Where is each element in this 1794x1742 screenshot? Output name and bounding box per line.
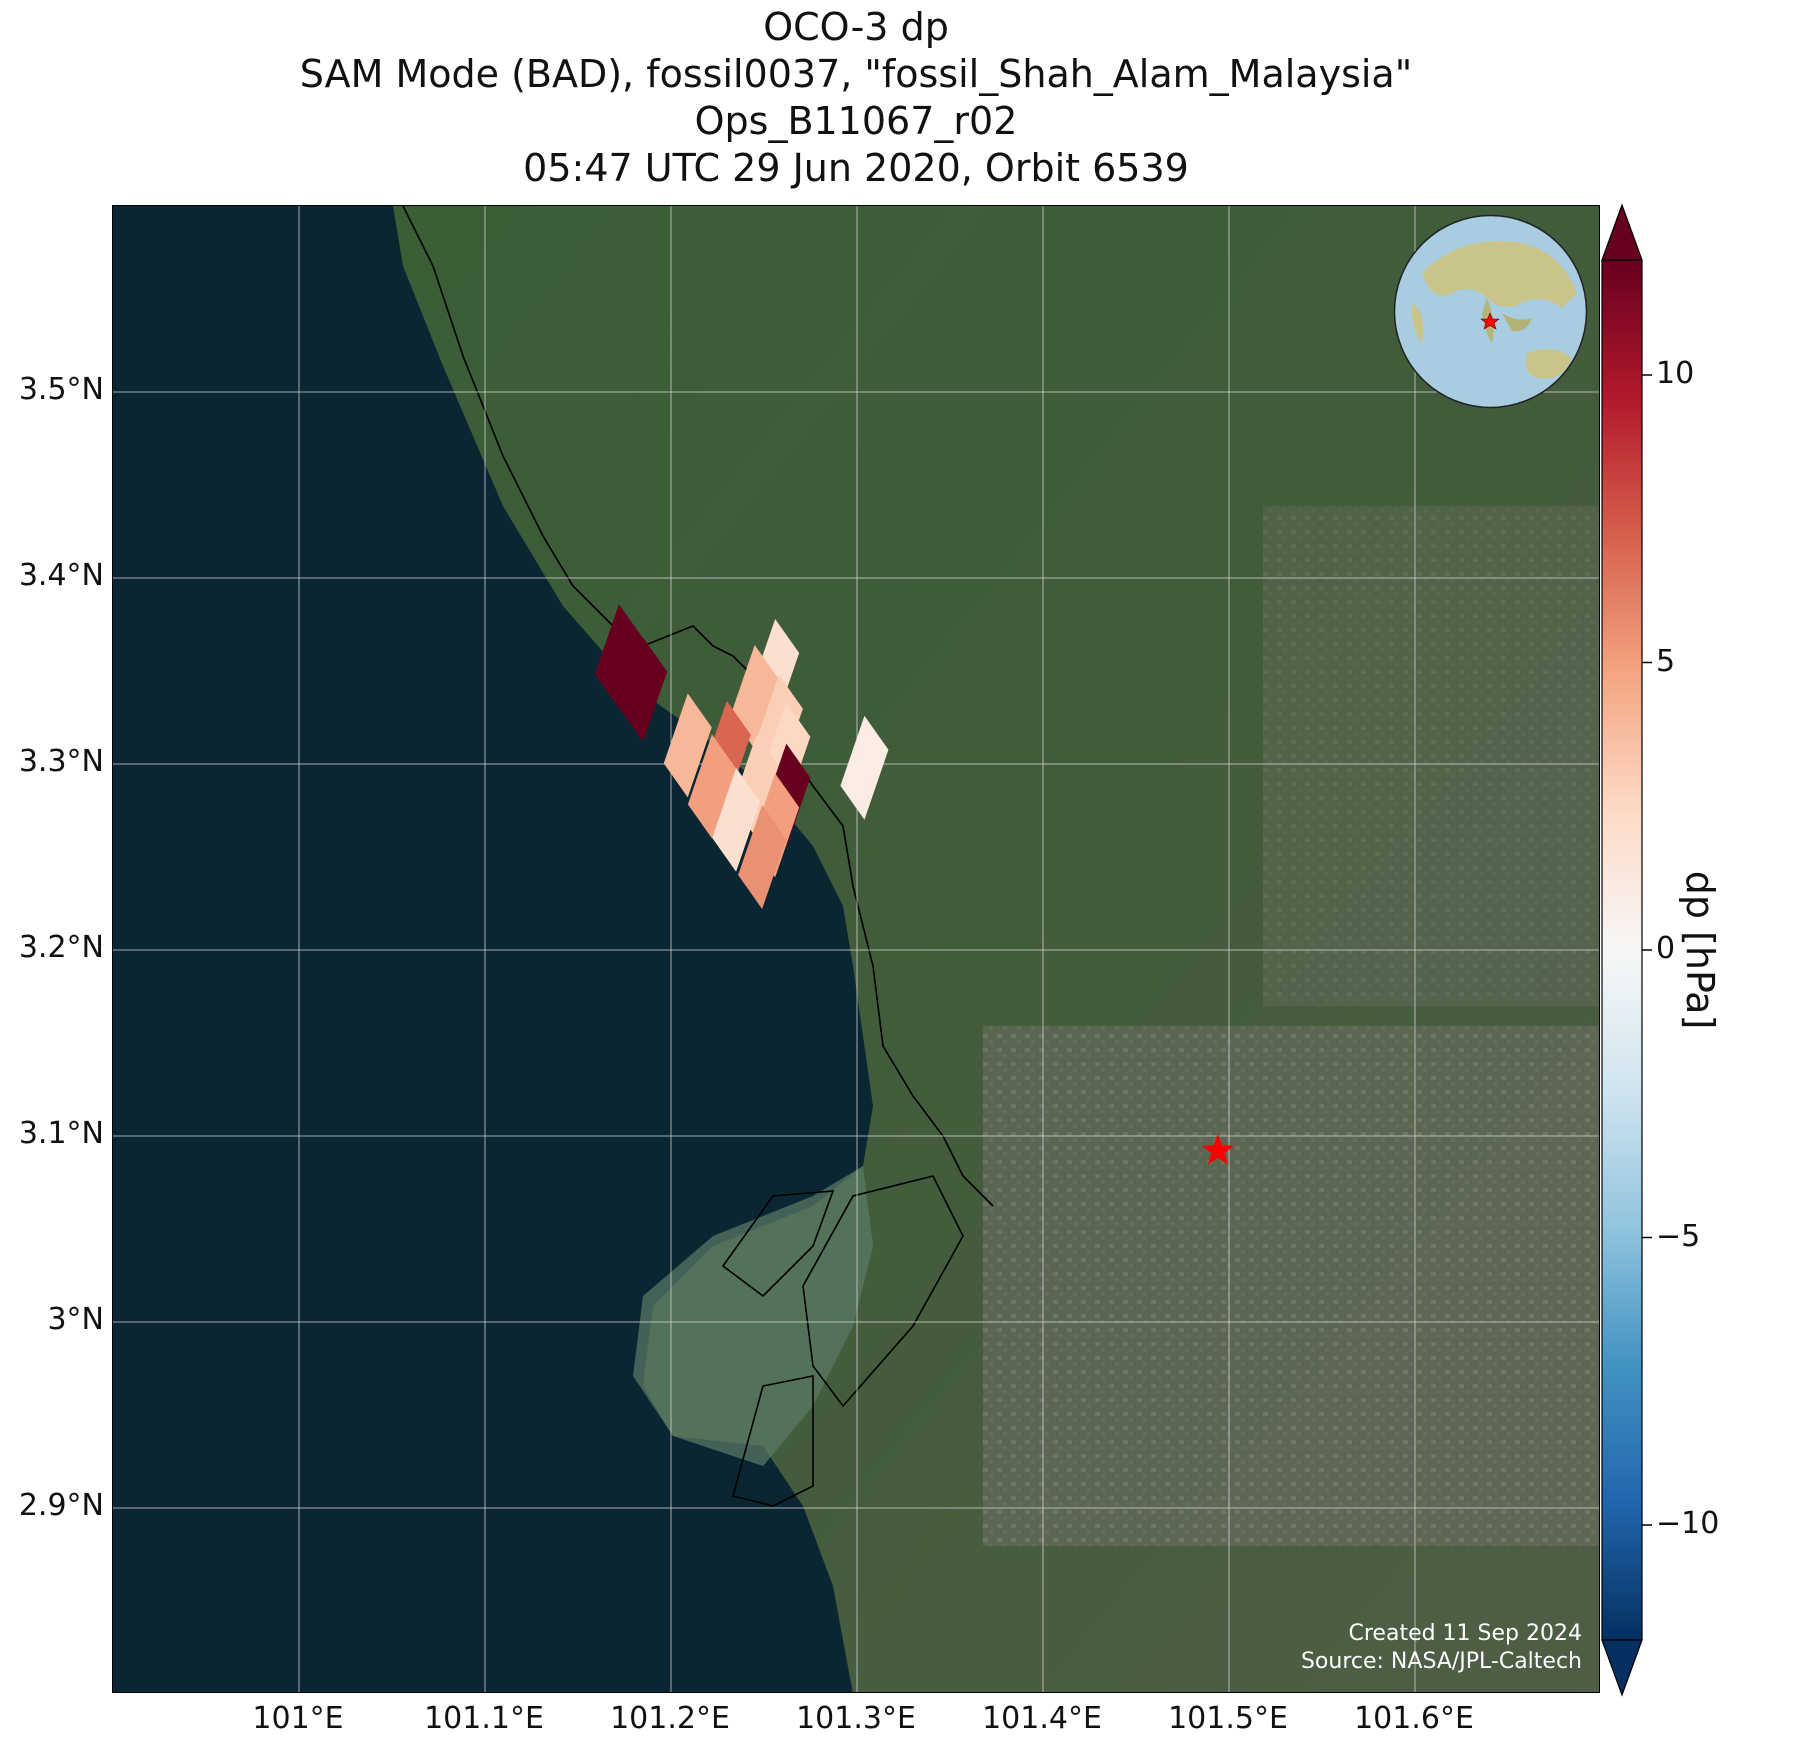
credit-block: Created 11 Sep 2024 Source: NASA/JPL-Cal… xyxy=(1301,1620,1582,1676)
figure-title: OCO-3 dp SAM Mode (BAD), fossil0037, "fo… xyxy=(112,4,1600,192)
sounding-footprint[interactable] xyxy=(738,805,787,909)
y-tick-label: 3.2°N xyxy=(18,930,104,965)
title-line-1: OCO-3 dp xyxy=(763,5,949,49)
urban-area-north xyxy=(1263,506,1599,1006)
sounding-footprint[interactable] xyxy=(840,715,889,820)
target-marker xyxy=(1201,1133,1234,1165)
colorbar-tick-label: 0 xyxy=(1656,931,1676,966)
colorbar-extend-max xyxy=(1601,203,1643,261)
x-tick-label: 101.5°E xyxy=(1168,1701,1288,1736)
sounding-footprint[interactable] xyxy=(730,645,779,750)
star-icon[interactable] xyxy=(1201,1133,1234,1165)
y-tick-label: 3.1°N xyxy=(18,1116,104,1151)
colorbar-tick-label: −5 xyxy=(1656,1218,1701,1254)
y-tick-label: 3.3°N xyxy=(18,744,104,779)
island-outline-3 xyxy=(732,1375,814,1507)
map-panel[interactable] xyxy=(112,205,1600,1693)
x-tick-label: 101.6°E xyxy=(1354,1701,1474,1736)
sounding-footprint[interactable] xyxy=(663,693,712,798)
sounding-footprint[interactable] xyxy=(619,637,668,742)
colorbar-extend-min xyxy=(1601,1639,1643,1697)
colorbar xyxy=(1601,203,1652,1697)
x-tick-label: 101.3°E xyxy=(796,1701,916,1736)
island-outline xyxy=(721,1190,835,1298)
colorbar-tick-label: 5 xyxy=(1656,643,1676,679)
y-tick-label: 3°N xyxy=(47,1302,104,1337)
colorbar-tick-label: 10 xyxy=(1656,356,1695,391)
sounding-footprint[interactable] xyxy=(712,767,761,872)
title-line-3: Ops_B11067_r02 xyxy=(694,99,1018,143)
title-line-2: SAM Mode (BAD), fossil0037, "fossil_Shah… xyxy=(299,52,1413,96)
x-tick-label: 101.2°E xyxy=(610,1701,730,1736)
title-line-4: 05:47 UTC 29 Jun 2020, Orbit 6539 xyxy=(523,146,1189,190)
sounding-footprints xyxy=(594,604,889,909)
urban-area xyxy=(983,1026,1599,1546)
sounding-footprint[interactable] xyxy=(687,734,736,839)
globe-inset xyxy=(1392,213,1589,410)
colorbar-tick-label: −10 xyxy=(1656,1506,1720,1541)
x-tick-label: 101.4°E xyxy=(982,1701,1102,1736)
x-tick-label: 101°E xyxy=(252,1701,344,1736)
colorbar-label: dp [hPa] xyxy=(1678,870,1722,1030)
colorbar-ramp xyxy=(1601,259,1643,1641)
y-tick-label: 2.9°N xyxy=(18,1488,104,1523)
created-date: Created 11 Sep 2024 xyxy=(1348,1621,1583,1646)
source-credit: Source: NASA/JPL-Caltech xyxy=(1300,1649,1582,1674)
globe-icon xyxy=(1393,214,1588,409)
graticule xyxy=(113,206,1599,1692)
y-tick-label: 3.4°N xyxy=(18,558,104,593)
coastline xyxy=(402,206,994,1207)
inset-star-icon xyxy=(1480,312,1500,330)
y-tick-label: 3.5°N xyxy=(18,372,104,407)
island-outline-2 xyxy=(802,1175,964,1408)
sounding-footprint[interactable] xyxy=(594,604,643,709)
map-canvas xyxy=(113,206,1599,1692)
x-tick-label: 101.1°E xyxy=(424,1701,544,1736)
